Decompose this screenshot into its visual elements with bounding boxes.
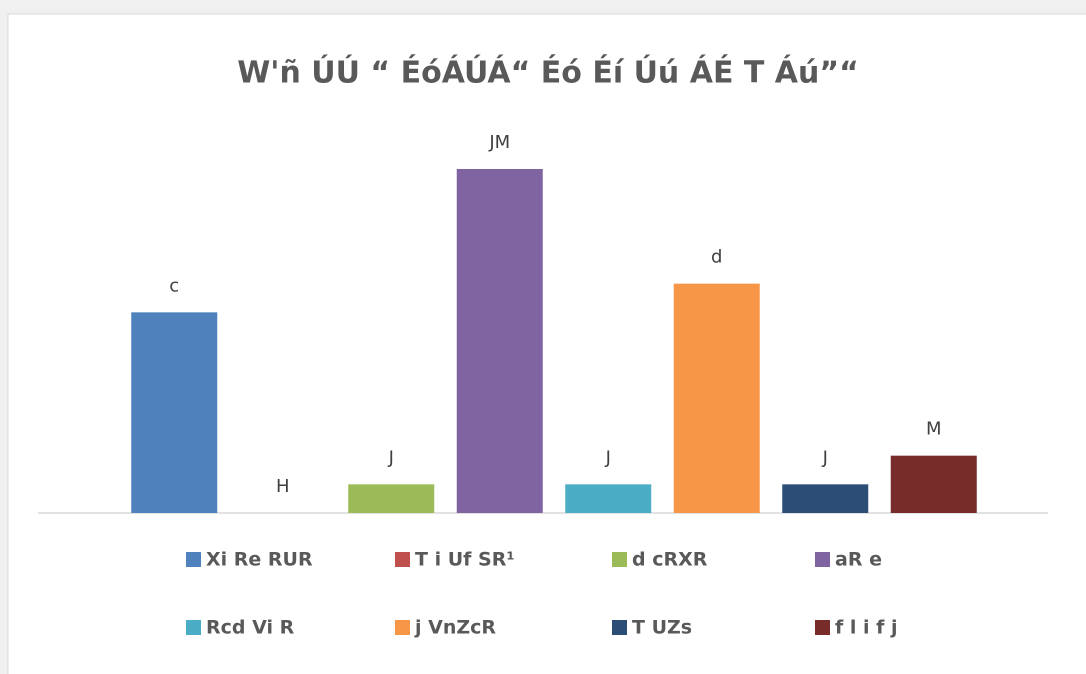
legend-swatch	[186, 620, 201, 635]
legend-label: T i Uf SR¹	[415, 549, 515, 571]
bar	[890, 455, 977, 513]
data-label: M	[926, 419, 942, 440]
data-label: J	[605, 447, 611, 468]
bar	[782, 484, 869, 513]
data-label: JM	[488, 132, 510, 153]
bar	[456, 169, 543, 513]
bar	[565, 484, 652, 513]
legend-label: Rcd Vi R	[206, 617, 295, 639]
bar	[348, 484, 435, 513]
legend-swatch	[395, 620, 410, 635]
legend-swatch	[395, 552, 410, 567]
data-label: J	[822, 447, 828, 468]
legend-swatch	[186, 552, 201, 567]
legend-swatch	[815, 620, 830, 635]
legend-label: d cRXR	[632, 549, 708, 571]
legend-label: f l i f j	[835, 617, 898, 639]
data-label: d	[711, 247, 722, 268]
legend-swatch	[612, 620, 627, 635]
data-label: c	[169, 275, 179, 296]
legend-swatch	[612, 552, 627, 567]
legend-label: aR e	[835, 549, 882, 571]
legend-label: T UZs	[632, 617, 692, 639]
chart-title: W'ñ ÚÚ “ ÉóÁÚÁ“ Éó Éí Úú ÁÉ T Áú”“	[237, 54, 859, 91]
legend-label: Xi Re RUR	[206, 549, 313, 571]
legend-label: j VnZcR	[414, 617, 496, 639]
bar	[673, 283, 760, 513]
bar	[131, 312, 218, 513]
data-label: J	[388, 447, 394, 468]
data-label: H	[276, 476, 290, 497]
legend-swatch	[815, 552, 830, 567]
